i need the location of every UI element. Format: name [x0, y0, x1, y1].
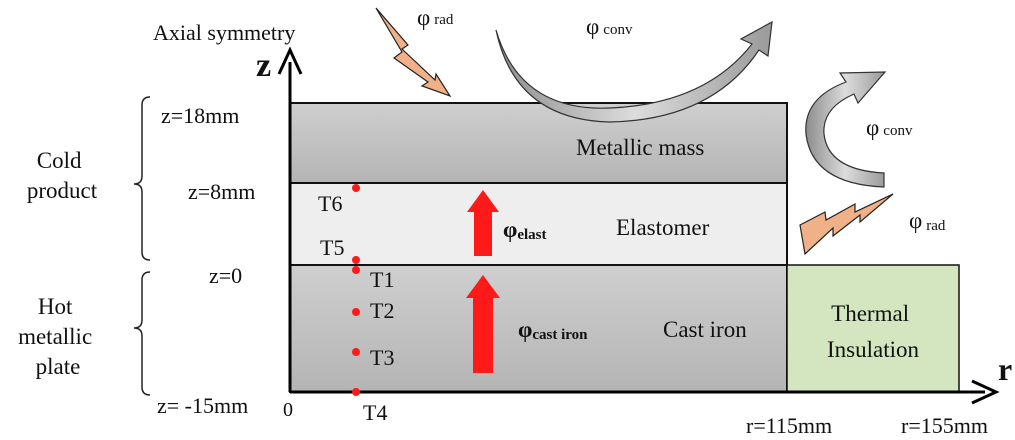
z-level-0: z=0	[209, 263, 242, 288]
sensor-dot-t5	[352, 256, 360, 264]
r-axis-label: r	[998, 351, 1012, 387]
sensor-dot-t6	[352, 184, 360, 192]
cast-iron-flux-arrow	[466, 275, 500, 373]
metallic-mass-label: Metallic mass	[576, 135, 704, 160]
hot-plate-bracket	[133, 271, 151, 396]
sensor-points	[352, 184, 360, 396]
sensor-label-t1: T1	[370, 267, 394, 292]
convection-arrow-top	[495, 20, 773, 123]
sensor-dot-t2	[352, 308, 360, 316]
sensor-dot-t4	[352, 388, 360, 396]
elastomer-layer	[289, 182, 788, 266]
sensor-dot-t1	[352, 266, 360, 274]
radiation-bolt-right	[799, 193, 894, 256]
convection-flux-label-top: φ conv	[586, 14, 633, 39]
metallic-mass-layer	[289, 102, 788, 184]
hot-plate-label: Hot metallic plate	[18, 294, 98, 379]
r-level-115mm: r=115mm	[746, 413, 832, 438]
sensor-label-t6: T6	[318, 191, 342, 216]
r-axis-arrowhead	[971, 379, 1000, 405]
insulation-layer	[786, 264, 960, 393]
convection-arrow-right	[805, 71, 887, 188]
cold-product-label: Cold product	[27, 148, 98, 203]
elast-flux-label: φelast	[503, 217, 547, 243]
z-level-8mm: z=8mm	[188, 179, 255, 204]
radiation-flux-label-top: φ rad	[417, 5, 454, 30]
cast-iron-layer	[289, 264, 788, 393]
cast-iron-flux-label: φcast iron	[518, 317, 588, 343]
sensor-label-t4: T4	[363, 400, 387, 425]
r-level-155mm: r=155mm	[901, 413, 988, 438]
z-axis-arrowhead	[277, 46, 303, 75]
elast-flux-arrow	[467, 190, 499, 256]
origin-label: 0	[283, 399, 293, 421]
radiation-bolt-top	[375, 7, 452, 98]
cast-iron-label: Cast iron	[663, 317, 747, 342]
insulation-label: Thermal Insulation	[827, 301, 919, 362]
sensor-label-t2: T2	[370, 298, 394, 323]
convection-flux-label-right: φ conv	[866, 115, 913, 140]
radiation-flux-label-right: φ rad	[909, 208, 946, 234]
sensor-label-t3: T3	[370, 345, 394, 370]
z-level-18mm: z=18mm	[161, 103, 239, 128]
z-level-minus-15mm: z= -15mm	[157, 393, 248, 418]
elastomer-label: Elastomer	[616, 215, 710, 240]
cold-product-bracket	[133, 96, 151, 261]
sensor-label-t5: T5	[320, 235, 344, 260]
axial-symmetry-label: Axial symmetry	[153, 20, 295, 45]
z-axis-label: z	[256, 47, 271, 84]
sensor-dot-t3	[352, 348, 360, 356]
